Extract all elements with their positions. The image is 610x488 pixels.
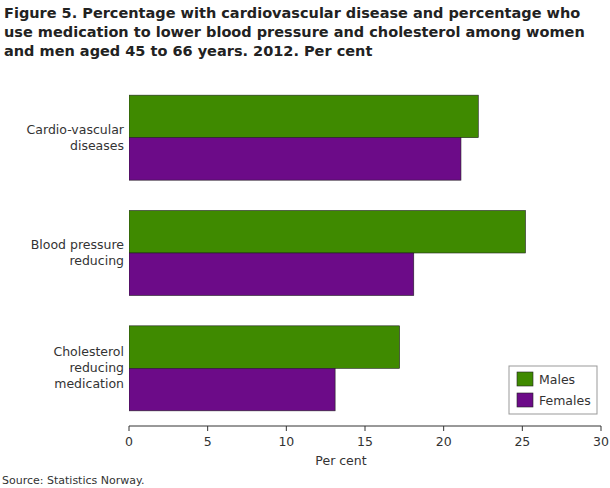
- legend-label: Males: [539, 372, 575, 387]
- x-tick-label: 30: [593, 434, 609, 449]
- bar: [129, 368, 335, 411]
- x-tick: [365, 426, 366, 431]
- x-axis-label: Per cent: [315, 453, 366, 468]
- x-tick: [443, 426, 444, 431]
- x-tick: [286, 426, 287, 431]
- x-tick-label: 0: [125, 434, 133, 449]
- category-label-line: Cholesterol: [53, 344, 124, 359]
- bar: [129, 211, 525, 254]
- category-label-line: diseases: [70, 138, 124, 153]
- bars: [129, 95, 525, 411]
- x-tick: [522, 426, 523, 431]
- bar: [129, 95, 478, 137]
- category-label-line: reducing: [69, 253, 124, 268]
- chart: Cardio-vasculardiseasesBlood pressurered…: [0, 0, 610, 488]
- category-label-line: reducing: [69, 360, 124, 375]
- category-label-line: Cardio-vascular: [27, 122, 125, 137]
- x-tick: [207, 426, 208, 431]
- category-label-line: medication: [54, 376, 124, 391]
- legend-box: [509, 366, 597, 414]
- legend: Males Females: [509, 366, 597, 414]
- x-tick-label: 25: [514, 434, 530, 449]
- source: Source: Statistics Norway.: [2, 474, 144, 487]
- x-tick-label: 15: [357, 434, 373, 449]
- legend-swatch: [517, 372, 533, 386]
- x-tick-label: 20: [436, 434, 452, 449]
- legend-label: Females: [539, 393, 591, 408]
- title: Figure 5. Percentage with cardiovascular…: [4, 4, 604, 61]
- x-tick: [601, 426, 602, 431]
- category-label: Cholesterolreducingmedication: [53, 344, 124, 391]
- bar: [129, 138, 461, 181]
- bar: [129, 253, 414, 296]
- legend-swatch: [517, 393, 533, 407]
- bar: [129, 326, 400, 369]
- category-label: Blood pressurereducing: [31, 237, 125, 268]
- x-tick: [129, 426, 130, 431]
- category-label-line: Blood pressure: [31, 237, 125, 252]
- category-label: Cardio-vasculardiseases: [27, 122, 125, 153]
- x-tick-label: 10: [278, 434, 294, 449]
- x-tick-label: 5: [204, 434, 212, 449]
